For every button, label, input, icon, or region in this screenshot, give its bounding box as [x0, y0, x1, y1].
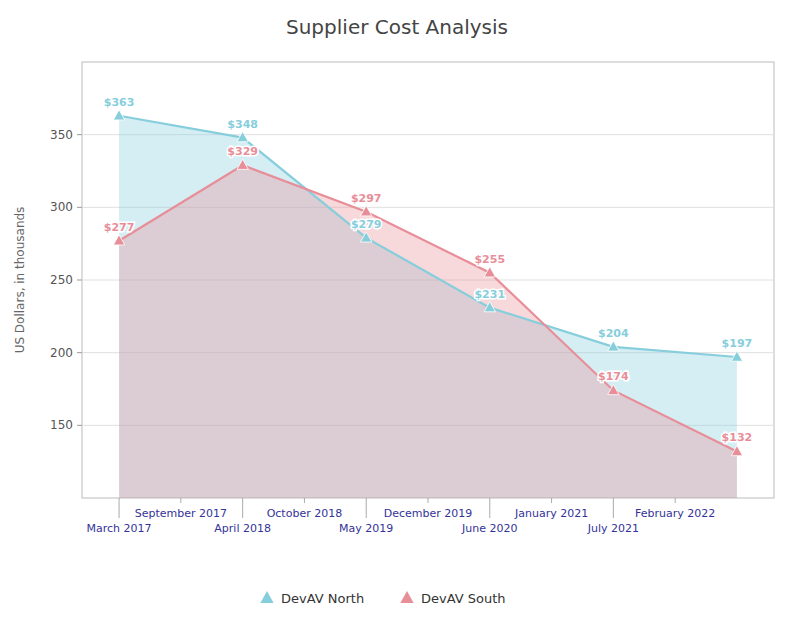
- data-label: $297: [351, 192, 382, 205]
- data-label: $174: [598, 370, 629, 383]
- point-marker: [237, 159, 248, 169]
- x-tick-mark: [489, 498, 490, 518]
- point-marker: [608, 384, 619, 394]
- data-label: $132: [722, 431, 753, 444]
- series-line: [119, 165, 737, 451]
- y-tick-label: 250: [50, 273, 73, 287]
- data-label: $204: [598, 327, 629, 340]
- y-tick-label: 150: [50, 418, 73, 432]
- data-labels: $363 $348 $279 $231 $204 $197 $277 $329 $297 $255…: [104, 96, 752, 445]
- x-tick-label: December 2019: [384, 507, 473, 520]
- chart-container: Supplier Cost Analysis 150 200 250 300 350 US …: [0, 0, 794, 638]
- area-fill: [119, 165, 737, 498]
- y-tick-mark: [77, 352, 82, 353]
- x-tick-label: September 2017: [135, 507, 227, 520]
- x-tick-mark: [304, 498, 305, 503]
- point-marker: [237, 132, 248, 142]
- x-axis: March 2017 September 2017 April 2018 Octobe…: [87, 498, 716, 535]
- legend-swatch: [260, 591, 273, 603]
- point-marker: [731, 351, 742, 361]
- data-label: $329: [227, 145, 258, 158]
- x-tick-mark: [366, 498, 367, 518]
- point-marker: [361, 232, 372, 242]
- point-marker: [113, 110, 124, 120]
- x-tick-label: May 2019: [339, 522, 393, 535]
- area-fill: [119, 116, 737, 498]
- x-tick-mark: [675, 498, 676, 503]
- chart-svg: Supplier Cost Analysis 150 200 250 300 350 US …: [0, 0, 794, 638]
- x-tick-label: January 2021: [514, 507, 588, 520]
- x-tick-mark: [242, 498, 243, 518]
- point-marker: [608, 341, 619, 351]
- point-marker: [361, 206, 372, 216]
- legend: DevAV North DevAV South: [260, 591, 505, 606]
- y-tick-mark: [77, 207, 82, 208]
- title: Supplier Cost Analysis: [286, 15, 508, 39]
- x-tick-mark: [119, 498, 120, 518]
- data-label: $279: [351, 218, 382, 231]
- series-line: [119, 116, 737, 357]
- x-tick-label: April 2018: [214, 522, 271, 535]
- data-label: $363: [104, 96, 135, 109]
- x-tick-mark: [551, 498, 552, 503]
- x-tick-label: July 2021: [587, 522, 639, 535]
- y-tick-mark: [77, 425, 82, 426]
- x-tick-mark: [613, 498, 614, 518]
- y-tick-mark: [77, 134, 82, 135]
- point-marker: [484, 267, 495, 277]
- data-label: $231: [474, 288, 505, 301]
- point-marker: [113, 235, 124, 245]
- y-tick-label: 350: [50, 128, 73, 142]
- y-axis-label: US Dollars, in thousands: [13, 207, 27, 354]
- x-tick-mark: [180, 498, 181, 503]
- y-tick-label: 300: [50, 200, 73, 214]
- plot-area: [113, 110, 742, 498]
- x-tick-mark: [428, 498, 429, 503]
- x-tick-label: February 2022: [635, 507, 715, 520]
- data-label: $255: [474, 253, 505, 266]
- point-marker: [484, 302, 495, 312]
- x-tick-label: June 2020: [461, 522, 517, 535]
- data-label: $277: [104, 221, 135, 234]
- legend-label: DevAV North: [281, 591, 364, 606]
- y-tick-mark: [77, 280, 82, 281]
- data-label: $197: [722, 337, 753, 350]
- data-label: $348: [227, 118, 258, 131]
- x-tick-label: October 2018: [267, 507, 343, 520]
- y-tick-label: 200: [50, 346, 73, 360]
- legend-swatch: [400, 591, 413, 603]
- x-tick-label: March 2017: [87, 522, 152, 535]
- point-marker: [731, 445, 742, 455]
- legend-label: DevAV South: [421, 591, 506, 606]
